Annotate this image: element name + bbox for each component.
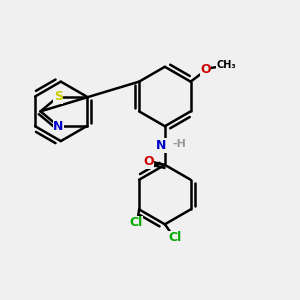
Text: CH₃: CH₃: [217, 60, 236, 70]
Text: Cl: Cl: [169, 231, 182, 244]
Text: N: N: [53, 120, 64, 133]
Text: O: O: [143, 155, 154, 168]
Text: S: S: [54, 90, 63, 103]
Text: -H: -H: [172, 139, 186, 149]
Text: Cl: Cl: [130, 216, 143, 229]
Text: N: N: [156, 139, 166, 152]
Text: O: O: [200, 63, 211, 76]
